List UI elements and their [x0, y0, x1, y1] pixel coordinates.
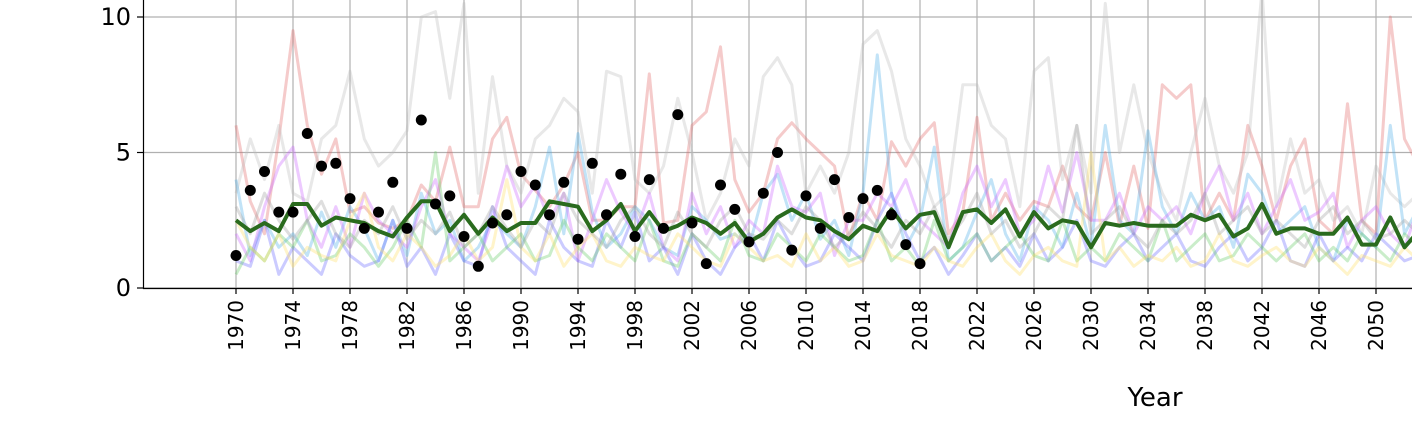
x-tick-label: 2014 — [851, 300, 875, 351]
observed-point — [287, 206, 299, 218]
x-tick-label: 1986 — [452, 300, 476, 351]
observed-point — [857, 193, 869, 205]
x-tick-label: 2018 — [908, 300, 932, 351]
observed-point — [458, 231, 470, 242]
observed-points — [230, 109, 926, 272]
y-tick-label: 0 — [116, 274, 131, 302]
x-tick-label: 2006 — [737, 300, 761, 351]
ensemble-series-line — [234, 151, 1412, 276]
observed-point — [558, 176, 570, 188]
observed-point — [358, 222, 370, 234]
observed-point — [914, 258, 926, 270]
x-axis-title: Year — [1126, 383, 1182, 413]
tick-labels: 1970 1974 1978 1982 1986 1990 1994 1998 2002 2006… — [100, 3, 1388, 351]
ensemble-series-line — [234, 15, 1412, 241]
observed-point — [387, 176, 399, 188]
x-tick-label: 2042 — [1250, 300, 1274, 351]
observed-point — [814, 222, 826, 234]
ensemble-series-line — [234, 53, 1412, 263]
observed-point — [487, 217, 498, 229]
observed-point — [273, 206, 285, 218]
ensemble-series-line — [234, 151, 1412, 276]
observed-point — [886, 209, 897, 221]
ensemble-series-line — [235, 191, 1412, 276]
x-tick-label: 1994 — [566, 300, 590, 351]
observed-point — [658, 222, 669, 234]
observed-point — [430, 198, 441, 210]
observed-point — [330, 157, 342, 169]
x-tick-label: 2034 — [1136, 300, 1160, 351]
x-tick-label: 2002 — [680, 300, 704, 351]
x-tick-label: 1998 — [623, 300, 647, 351]
observed-point — [230, 250, 242, 261]
observed-point — [259, 166, 270, 177]
x-tick-label: 2022 — [965, 300, 989, 351]
x-tick-label: 2026 — [1022, 300, 1046, 351]
observed-point — [700, 258, 712, 270]
observed-point — [601, 209, 612, 221]
observed-point — [373, 206, 384, 218]
observed-point — [415, 114, 427, 126]
observed-point — [515, 166, 527, 177]
observed-point — [786, 244, 798, 256]
observed-point — [501, 209, 513, 221]
observed-point — [800, 190, 812, 202]
observed-point — [686, 217, 698, 229]
x-tick-label: 1974 — [281, 300, 305, 351]
x-tick-label: 2050 — [1364, 300, 1388, 351]
observed-point — [729, 203, 741, 215]
observed-point — [316, 160, 327, 172]
observed-point — [829, 174, 840, 186]
observed-point — [244, 184, 256, 196]
ensemble-lines — [234, 0, 1412, 276]
observed-point — [529, 179, 541, 191]
observed-point — [444, 190, 456, 202]
x-tick-label: 2046 — [1307, 300, 1331, 351]
observed-point — [643, 174, 655, 186]
observed-point — [586, 157, 598, 169]
observed-point — [843, 212, 855, 223]
x-tick-label: 1990 — [509, 300, 533, 351]
observed-point — [672, 109, 684, 121]
observed-point — [871, 184, 883, 196]
x-tick-label: 2010 — [794, 300, 818, 351]
observed-point — [772, 147, 783, 158]
observed-point — [301, 128, 313, 139]
x-tick-label: 1982 — [395, 300, 419, 351]
observed-point — [900, 239, 912, 251]
observed-point — [344, 193, 356, 205]
x-tick-label: 1970 — [224, 300, 248, 351]
observed-point — [743, 236, 755, 248]
x-tick-label: 2038 — [1193, 300, 1217, 351]
x-tick-label: 2030 — [1079, 300, 1103, 351]
observed-point — [757, 187, 769, 199]
x-tick-label: 1978 — [338, 300, 362, 351]
y-tick-label: 10 — [100, 3, 131, 31]
ensemble-series-line — [234, 0, 1412, 236]
ensemble-series-line — [234, 123, 1412, 249]
observed-point — [572, 233, 584, 245]
observed-point — [715, 179, 726, 191]
observed-point — [472, 260, 484, 272]
observed-point — [544, 209, 555, 221]
observed-point — [629, 231, 641, 242]
observed-point — [615, 168, 627, 180]
axes — [142, 0, 1412, 290]
y-tick-label: 5 — [116, 139, 131, 167]
observed-point — [401, 222, 413, 234]
